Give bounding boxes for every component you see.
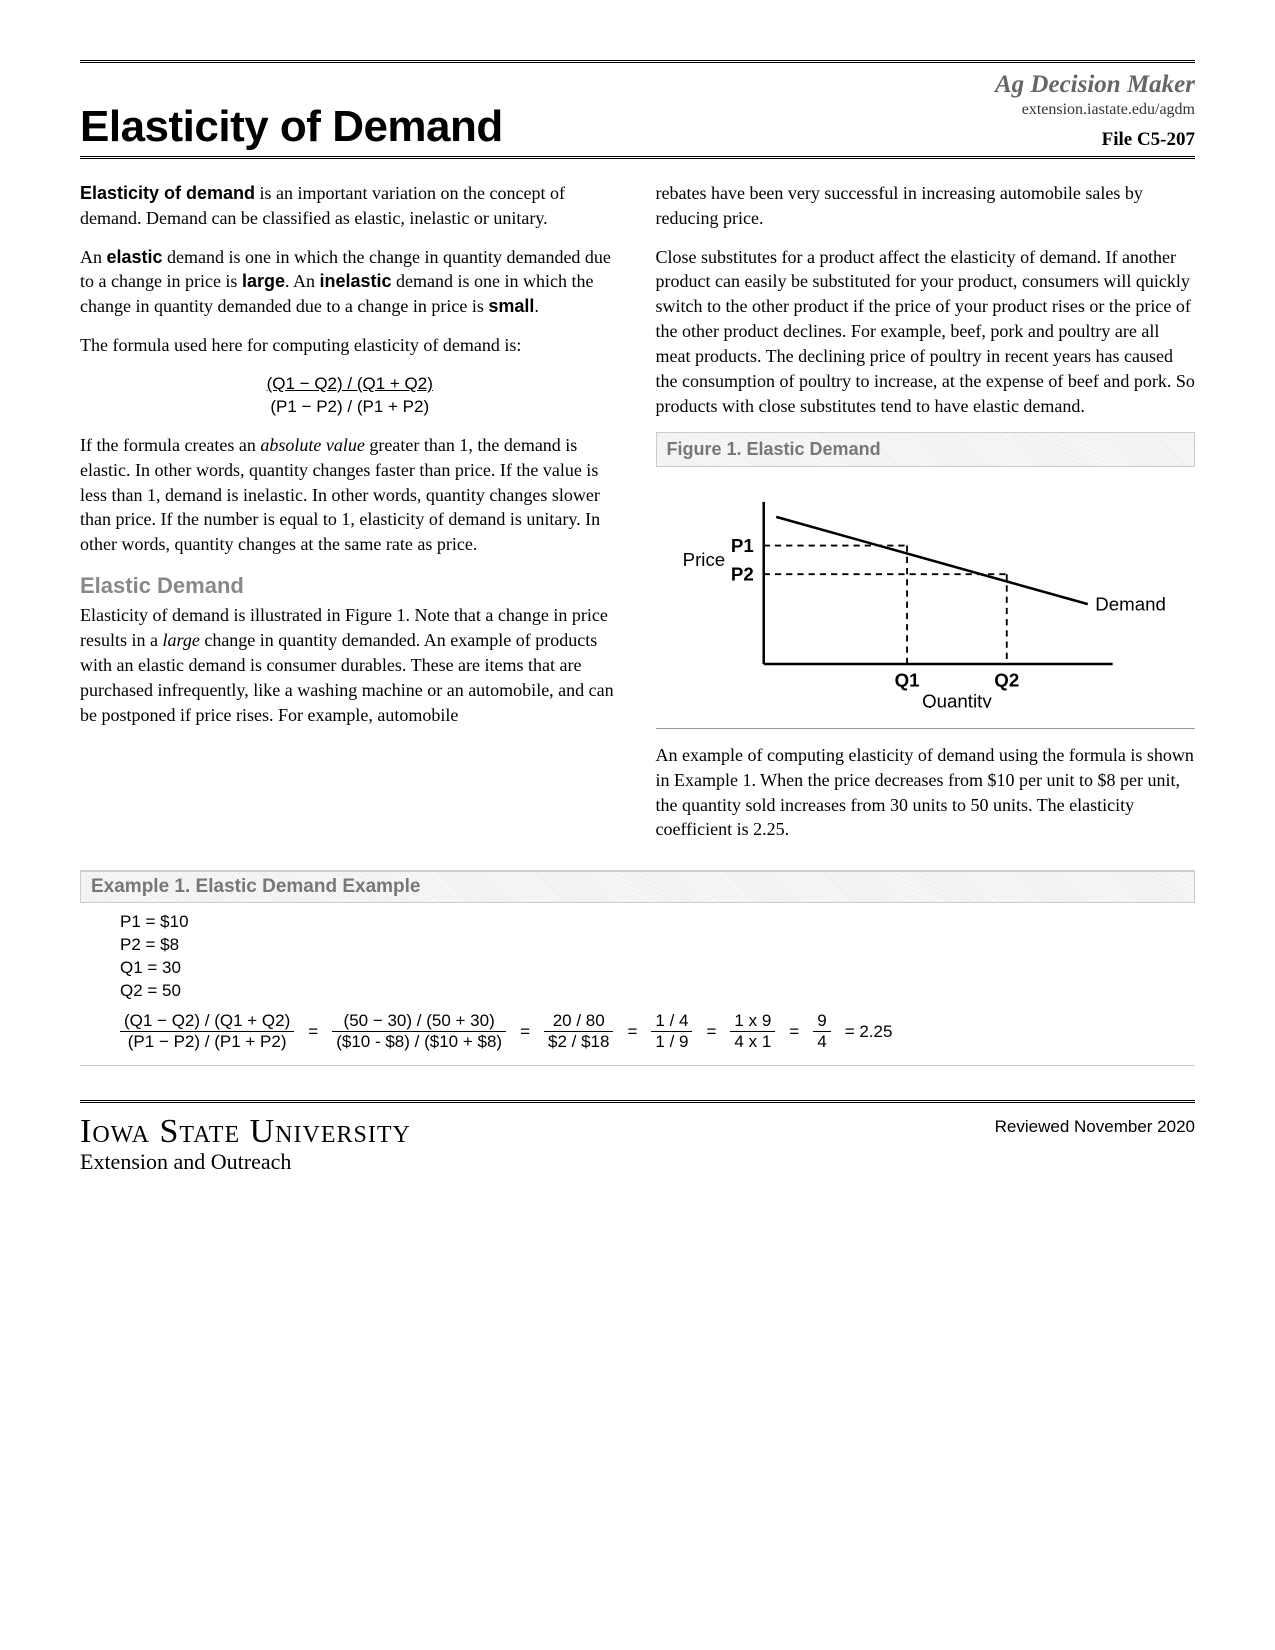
svg-text:Q2: Q2 bbox=[994, 670, 1019, 691]
file-id: File C5-207 bbox=[995, 128, 1195, 152]
term-large: large bbox=[242, 271, 285, 291]
given-line: Q2 = 50 bbox=[120, 980, 1177, 1003]
page-title: Elasticity of Demand bbox=[80, 102, 503, 152]
term-absolute-value: absolute value bbox=[260, 435, 364, 455]
figure-divider bbox=[656, 728, 1196, 729]
fraction-denominator: (P1 − P2) / (P1 + P2) bbox=[120, 1032, 294, 1052]
term-small: small bbox=[488, 296, 534, 316]
example-given: P1 = $10P2 = $8Q1 = 30Q2 = 50 bbox=[120, 911, 1177, 1003]
fraction-denominator: 4 x 1 bbox=[730, 1032, 775, 1052]
fraction-numerator: (Q1 − Q2) / (Q1 + Q2) bbox=[120, 1011, 294, 1032]
para-r1: rebates have been very successful in inc… bbox=[656, 181, 1196, 231]
para-r2: Close substitutes for a product affect t… bbox=[656, 245, 1196, 419]
given-line: Q1 = 30 bbox=[120, 957, 1177, 980]
fraction-numerator: 1 / 4 bbox=[651, 1011, 692, 1032]
svg-text:Price: Price bbox=[682, 549, 725, 570]
para-5: Elasticity of demand is illustrated in F… bbox=[80, 603, 620, 727]
fraction-step: (Q1 − Q2) / (Q1 + Q2)(P1 − P2) / (P1 + P… bbox=[120, 1011, 294, 1053]
body-columns: Elasticity of demand is an important var… bbox=[80, 181, 1195, 842]
para-3: The formula used here for computing elas… bbox=[80, 333, 620, 358]
equals-sign: = bbox=[516, 1022, 534, 1042]
svg-text:Q1: Q1 bbox=[894, 670, 919, 691]
fraction-step: 20 / 80$2 / $18 bbox=[544, 1011, 613, 1053]
header: Elasticity of Demand Ag Decision Maker e… bbox=[80, 69, 1195, 159]
fraction-step: (50 − 30) / (50 + 30)($10 - $8) / ($10 +… bbox=[332, 1011, 506, 1053]
svg-text:P2: P2 bbox=[730, 564, 753, 585]
example-calculation: (Q1 − Q2) / (Q1 + Q2)(P1 − P2) / (P1 + P… bbox=[120, 1011, 1177, 1053]
svg-text:Quantity: Quantity bbox=[922, 691, 992, 708]
fraction-numerator: 20 / 80 bbox=[544, 1011, 613, 1032]
svg-text:P1: P1 bbox=[730, 535, 753, 556]
footer: Iowa State University Extension and Outr… bbox=[80, 1113, 1195, 1175]
para-4: If the formula creates an absolute value… bbox=[80, 433, 620, 557]
page: Elasticity of Demand Ag Decision Maker e… bbox=[0, 0, 1275, 1215]
para-1: Elasticity of demand is an important var… bbox=[80, 181, 620, 231]
term-inelastic: inelastic bbox=[320, 271, 392, 291]
result-value: = 2.25 bbox=[841, 1022, 897, 1042]
footer-rule bbox=[80, 1100, 1195, 1103]
fraction-step: 94 bbox=[813, 1011, 830, 1053]
equals-sign: = bbox=[785, 1022, 803, 1042]
equals-sign: = bbox=[623, 1022, 641, 1042]
fraction-numerator: (50 − 30) / (50 + 30) bbox=[332, 1011, 506, 1032]
fraction-denominator: ($10 - $8) / ($10 + $8) bbox=[332, 1032, 506, 1052]
fraction-numerator: 9 bbox=[813, 1011, 830, 1032]
example-1: Example 1. Elastic Demand Example P1 = $… bbox=[80, 870, 1195, 1066]
svg-text:Demand: Demand bbox=[1095, 594, 1166, 615]
brand-url: extension.iastate.edu/agdm bbox=[995, 100, 1195, 120]
university-name: Iowa State University bbox=[80, 1113, 411, 1151]
given-line: P1 = $10 bbox=[120, 911, 1177, 934]
figure-1: Figure 1. Elastic Demand PriceP1 P2 Q1 Q2Qu… bbox=[656, 432, 1196, 713]
fraction-denominator: 1 / 9 bbox=[651, 1032, 692, 1052]
footer-left: Iowa State University Extension and Outr… bbox=[80, 1113, 411, 1175]
top-rule bbox=[80, 60, 1195, 63]
formula-numerator: (Q1 − Q2) / (Q1 + Q2) bbox=[80, 372, 620, 395]
fraction-denominator: 4 bbox=[813, 1032, 830, 1052]
brand-name: Ag Decision Maker bbox=[995, 69, 1195, 100]
fraction-step: 1 x 94 x 1 bbox=[730, 1011, 775, 1053]
right-column: rebates have been very successful in inc… bbox=[656, 181, 1196, 842]
term-large-italic: large bbox=[163, 630, 200, 650]
example-1-body: P1 = $10P2 = $8Q1 = 30Q2 = 50 (Q1 − Q2) … bbox=[80, 903, 1195, 1066]
fraction-step: 1 / 41 / 9 bbox=[651, 1011, 692, 1053]
formula-denominator: (P1 − P2) / (P1 + P2) bbox=[80, 395, 620, 418]
equals-sign: = bbox=[304, 1022, 322, 1042]
left-column: Elasticity of demand is an important var… bbox=[80, 181, 620, 842]
term-elasticity: Elasticity of demand bbox=[80, 183, 255, 203]
figure-1-title: Figure 1. Elastic Demand bbox=[656, 432, 1196, 467]
fraction-denominator: $2 / $18 bbox=[544, 1032, 613, 1052]
reviewed-date: Reviewed November 2020 bbox=[995, 1117, 1195, 1137]
section-elastic-demand: Elastic Demand bbox=[80, 571, 620, 601]
para-2: An elastic demand is one in which the ch… bbox=[80, 245, 620, 319]
equals-sign: = bbox=[702, 1022, 720, 1042]
extension-name: Extension and Outreach bbox=[80, 1149, 411, 1175]
elastic-demand-chart: PriceP1 P2 Q1 Q2Quantity Demand bbox=[664, 477, 1188, 708]
term-elastic: elastic bbox=[107, 247, 163, 267]
figure-1-body: PriceP1 P2 Q1 Q2Quantity Demand bbox=[656, 467, 1196, 714]
fraction-numerator: 1 x 9 bbox=[730, 1011, 775, 1032]
para-r3: An example of computing elasticity of de… bbox=[656, 743, 1196, 842]
example-1-title: Example 1. Elastic Demand Example bbox=[80, 871, 1195, 903]
header-right: Ag Decision Maker extension.iastate.edu/… bbox=[995, 69, 1195, 152]
elasticity-formula: (Q1 − Q2) / (Q1 + Q2) (P1 − P2) / (P1 + … bbox=[80, 372, 620, 419]
given-line: P2 = $8 bbox=[120, 934, 1177, 957]
